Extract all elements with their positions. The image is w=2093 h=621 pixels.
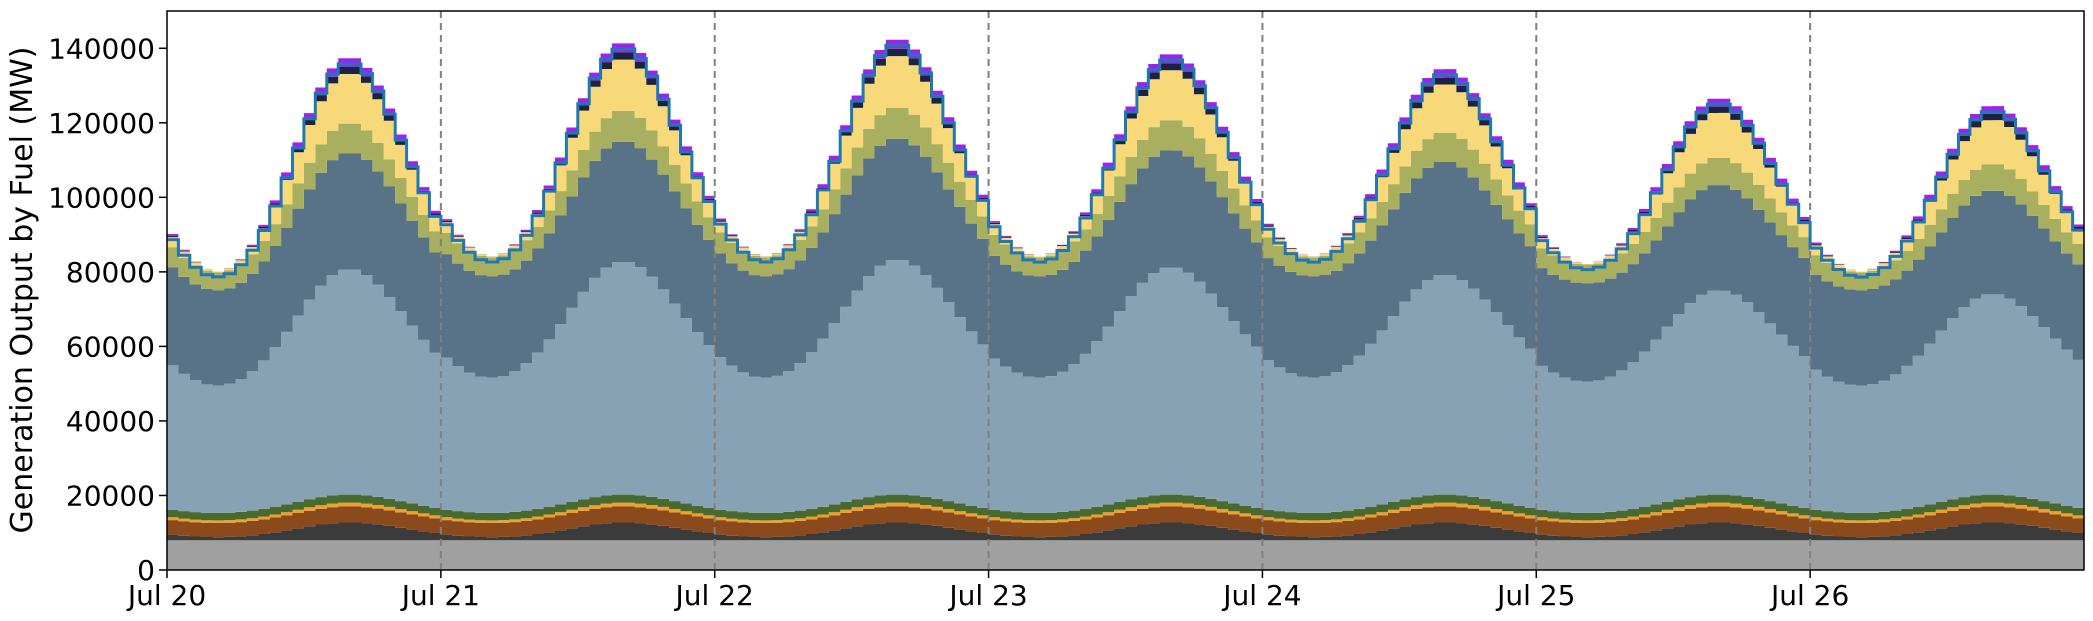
area-layer_slate <box>167 138 2084 386</box>
area-layer_brown <box>167 506 2084 538</box>
y-tick-label: 60000 <box>66 330 155 363</box>
area-layer_navy <box>167 48 2084 272</box>
area-layer_olive <box>167 107 2084 291</box>
area-layer_black <box>167 522 2084 541</box>
x-tick-label: Jul 24 <box>1221 579 1301 612</box>
x-tick-label: Jul 21 <box>400 579 480 612</box>
y-tick-label: 140000 <box>48 32 155 65</box>
y-tick-label: 20000 <box>66 479 155 512</box>
y-axis-ticks: 0 20000 40000 60000 80000 100000 120000 140000 <box>48 32 167 587</box>
y-tick-label: 80000 <box>66 256 155 289</box>
x-axis-ticks: Jul 20 Jul 21 Jul 22 Jul 23 Jul 24 Jul 25 Jul … <box>126 570 1849 612</box>
x-tick-label: Jul 26 <box>1769 579 1849 612</box>
y-tick-label: 120000 <box>48 107 155 140</box>
demand-line <box>167 43 2084 279</box>
area-layer_lightblue <box>167 260 2084 513</box>
area-layer_grey <box>167 540 2084 570</box>
y-axis-title: Generation Output by Fuel (MW) <box>5 47 40 534</box>
x-tick-label: Jul 23 <box>947 579 1027 612</box>
y-tick-label: 0 <box>137 554 155 587</box>
y-tick-label: 40000 <box>66 405 155 438</box>
area-layer_orange <box>167 502 2084 523</box>
area-layer_darkgreen <box>167 494 2084 521</box>
x-tick-label: Jul 25 <box>1495 579 1575 612</box>
area-layer_yellow <box>167 56 2084 273</box>
x-tick-label: Jul 20 <box>126 579 206 612</box>
plot-frame <box>166 10 2085 571</box>
x-tick-label: Jul 22 <box>674 579 754 612</box>
day-separator-lines <box>439 11 1812 570</box>
y-tick-label: 100000 <box>48 181 155 214</box>
